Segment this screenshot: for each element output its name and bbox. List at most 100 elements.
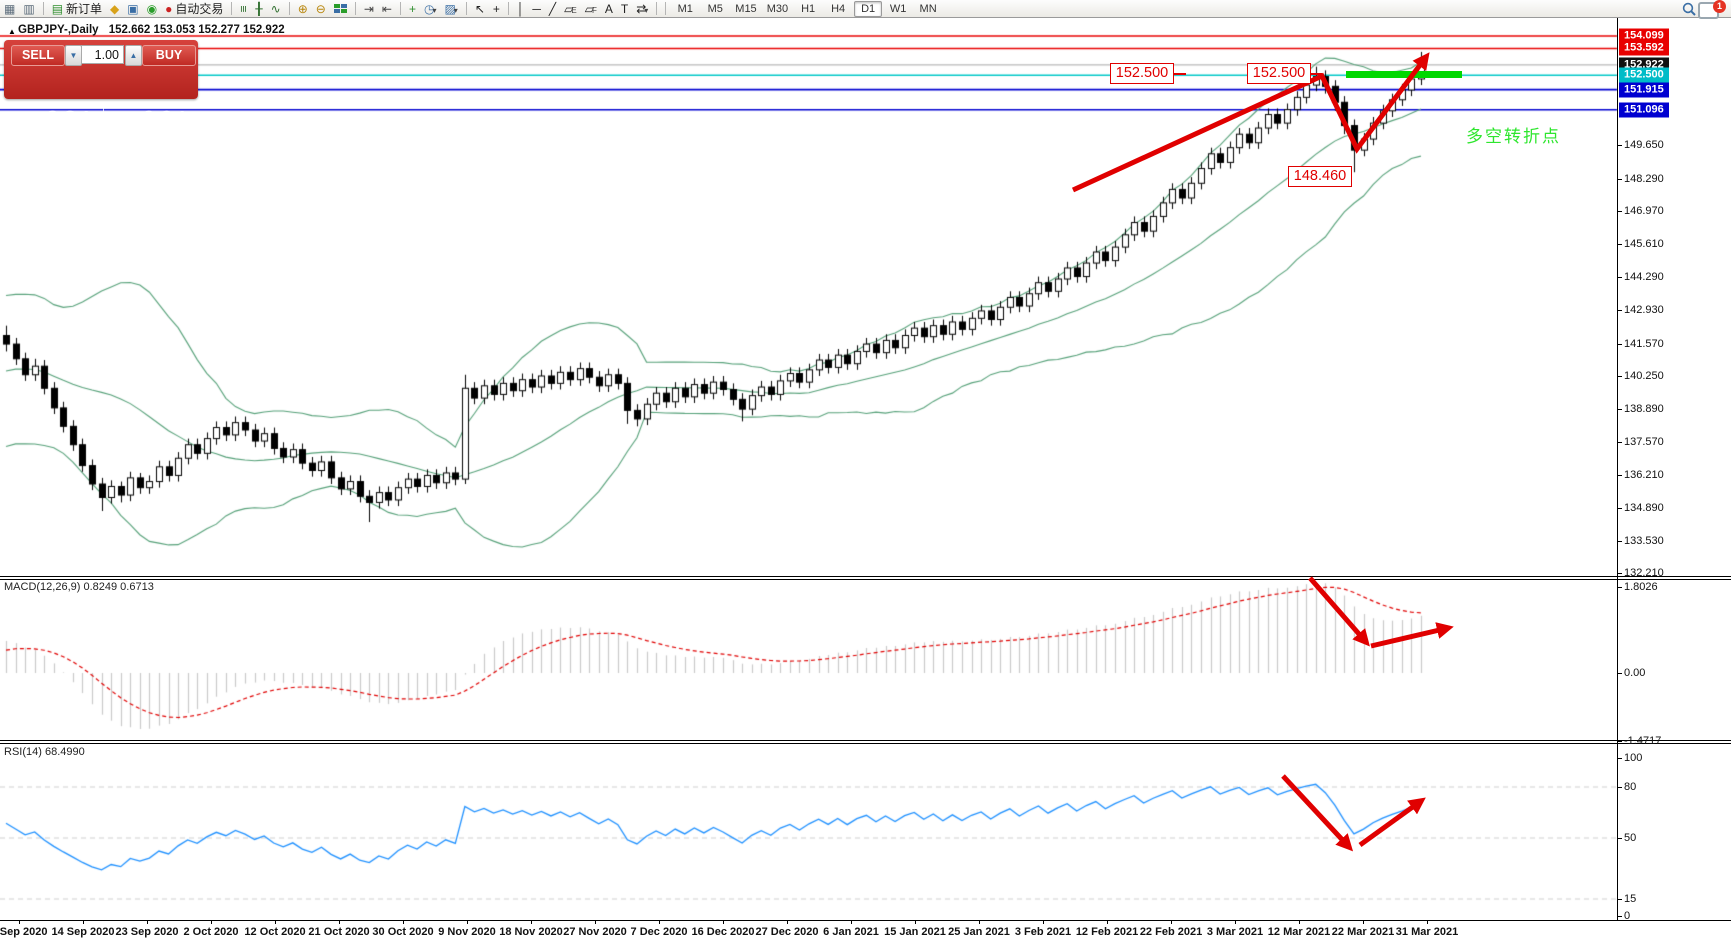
history-center-icon-glyph: ◆ bbox=[110, 1, 120, 16]
turning-point-note[interactable]: 多空转折点 bbox=[1466, 127, 1561, 146]
price-level-chip: 151.096 bbox=[1619, 102, 1669, 118]
line-chart-icon-glyph: ∿ bbox=[270, 1, 281, 16]
candle-chart-icon[interactable]: ╂ bbox=[252, 1, 265, 16]
price-tick-mark bbox=[1617, 507, 1622, 509]
date-tick-label: 12 Feb 2021 bbox=[1075, 926, 1139, 938]
main-toolbar: ▦ ▥ ▤ 新订单 ◆ ▣ ◉ ● 自动交易 ≡ ╂ ∿ ⊕ ⊖ ⇥ ⇤ + ◷ ▾ ▨ ▾ ↖ + │ ─ ╱ ▱ E ▱ F A T ⇄ ▾ M… bbox=[0, 0, 1731, 18]
trend-arrow-macd-up[interactable] bbox=[1370, 622, 1454, 649]
auto-scroll-icon[interactable]: ⇥ bbox=[361, 1, 377, 16]
timeframe-button-w1[interactable]: W1 bbox=[889, 2, 907, 15]
fibonacci-icon[interactable]: ▱ F bbox=[582, 1, 600, 16]
indicators-icon[interactable]: + bbox=[406, 1, 419, 16]
panel-separator[interactable] bbox=[0, 743, 1731, 744]
toolbar-separator bbox=[42, 2, 44, 15]
panel-separator[interactable] bbox=[0, 740, 1731, 741]
buy-button[interactable]: BUY bbox=[142, 45, 196, 66]
timeframe-button-m30[interactable]: M30 bbox=[766, 2, 789, 15]
price-level-chip: 151.915 bbox=[1619, 82, 1669, 98]
trend-arrow-rsi-down[interactable] bbox=[1281, 774, 1354, 852]
equidistant-channel-icon[interactable]: ▱ E bbox=[561, 1, 580, 16]
horizontal-line-icon[interactable]: ─ bbox=[529, 1, 544, 16]
trend-arrow-main[interactable] bbox=[1071, 52, 1430, 193]
buy-price-main: 06 bbox=[139, 104, 175, 141]
notification-badge[interactable]: 1 bbox=[1713, 0, 1726, 13]
autotrade-button[interactable]: ● 自动交易 bbox=[162, 1, 226, 16]
zoom-in-icon[interactable]: ⊕ bbox=[295, 1, 311, 16]
date-tick-label: 12 Mar 2021 bbox=[1267, 926, 1331, 938]
price-annotation-box[interactable]: 148.460 bbox=[1288, 166, 1352, 187]
panel-separator[interactable] bbox=[0, 579, 1731, 580]
price-axis-line[interactable] bbox=[1617, 18, 1618, 920]
cursor-icon[interactable]: ↖ bbox=[472, 1, 488, 16]
sell-price[interactable]: 152 92 2 bbox=[14, 104, 90, 142]
date-tick-mark bbox=[915, 920, 916, 924]
search-icon[interactable] bbox=[1682, 2, 1696, 16]
time-axis-line[interactable] bbox=[0, 920, 1731, 921]
tile-windows-icon[interactable] bbox=[331, 1, 350, 16]
timeframe-button-h4[interactable]: H4 bbox=[831, 2, 846, 15]
new-chart-icon-glyph: ▦ bbox=[4, 1, 16, 16]
zoom-out-icon[interactable]: ⊖ bbox=[313, 1, 329, 16]
tile-grid-glyph bbox=[333, 4, 347, 13]
volume-increase-button[interactable]: ▲ bbox=[125, 45, 142, 66]
toolbar-separator bbox=[231, 2, 233, 15]
periods-icon[interactable]: ◷ ▾ bbox=[421, 1, 440, 16]
macd-tick-mark bbox=[1617, 587, 1622, 588]
trendline-icon[interactable]: ╱ bbox=[546, 1, 559, 16]
timeframe-button-m1[interactable]: M1 bbox=[677, 2, 693, 15]
price-level-chip: 152.500 bbox=[1619, 67, 1669, 83]
sell-button[interactable]: SELL bbox=[11, 45, 65, 66]
rsi-scale-label: 50 bbox=[1624, 832, 1637, 844]
rsi-tick-mark bbox=[1617, 758, 1622, 759]
timeframe-button-m15[interactable]: M15 bbox=[735, 2, 757, 15]
price-tick-label: 149.650 bbox=[1624, 139, 1664, 152]
collapse-triangle-icon[interactable]: ▲ bbox=[8, 27, 16, 36]
new-order-button-glyph: ▤ bbox=[51, 1, 64, 16]
price-annotation-box[interactable]: 152.500 bbox=[1110, 63, 1174, 84]
buy-price-pip: 3 bbox=[178, 108, 186, 123]
price-annotation-box[interactable]: 152.500 bbox=[1247, 63, 1311, 84]
timeframe-button-m5[interactable]: M5 bbox=[707, 2, 723, 15]
date-tick-label: 27 Nov 2020 bbox=[563, 926, 627, 938]
text-icon[interactable]: A bbox=[602, 1, 616, 16]
dropdown-caret-icon: ▾ bbox=[453, 6, 458, 15]
text-label-icon[interactable]: T bbox=[618, 1, 631, 16]
volume-input[interactable]: 1.00 bbox=[81, 45, 124, 64]
price-tick-mark bbox=[1617, 178, 1622, 180]
dropdown-caret-icon: F bbox=[591, 6, 597, 15]
dropdown-caret-icon: ▾ bbox=[432, 6, 437, 15]
support-zone-bar[interactable] bbox=[1346, 71, 1462, 78]
market-watch-icon[interactable]: ▣ bbox=[124, 1, 141, 16]
history-center-icon[interactable]: ◆ bbox=[107, 1, 122, 16]
timeframe-button-d1[interactable]: D1 bbox=[854, 0, 883, 17]
crosshair-icon[interactable]: + bbox=[490, 1, 503, 16]
trend-arrow-rsi-up[interactable] bbox=[1358, 797, 1426, 848]
signals-icon[interactable]: ◉ bbox=[144, 1, 160, 16]
rsi-scale-label: 80 bbox=[1624, 781, 1637, 793]
price-tick-label: 145.610 bbox=[1624, 238, 1664, 251]
profiles-icon[interactable]: ▥ bbox=[20, 1, 37, 16]
panel-separator[interactable] bbox=[0, 576, 1731, 577]
arrows-style-icon[interactable]: ⇄ ▾ bbox=[633, 1, 651, 16]
templates-icon[interactable]: ▨ ▾ bbox=[441, 1, 460, 16]
chart-shift-icon[interactable]: ⇤ bbox=[379, 1, 395, 16]
line-chart-icon[interactable]: ∿ bbox=[268, 1, 284, 16]
timeframe-button-h1[interactable]: H1 bbox=[801, 2, 816, 15]
timeframe-button-mn[interactable]: MN bbox=[919, 2, 937, 15]
trend-arrow-macd-down[interactable] bbox=[1308, 576, 1370, 647]
buy-price[interactable]: 153 06 3 bbox=[110, 104, 186, 142]
date-tick-label: 23 Sep 2020 bbox=[115, 926, 179, 938]
rsi-tick-mark bbox=[1617, 899, 1622, 900]
new-order-button[interactable]: ▤ 新订单 bbox=[49, 1, 105, 16]
date-tick-mark bbox=[403, 920, 404, 924]
rsi-tick-mark bbox=[1617, 787, 1622, 788]
new-chart-icon[interactable]: ▦ bbox=[1, 1, 18, 16]
price-tick-label: 134.890 bbox=[1624, 501, 1664, 514]
vertical-line-icon[interactable]: │ bbox=[514, 1, 528, 16]
market-watch-icon-glyph: ▣ bbox=[127, 1, 139, 16]
price-tick-label: 146.970 bbox=[1624, 205, 1664, 218]
arrows-style-icon-glyph: ⇄ bbox=[636, 1, 647, 16]
